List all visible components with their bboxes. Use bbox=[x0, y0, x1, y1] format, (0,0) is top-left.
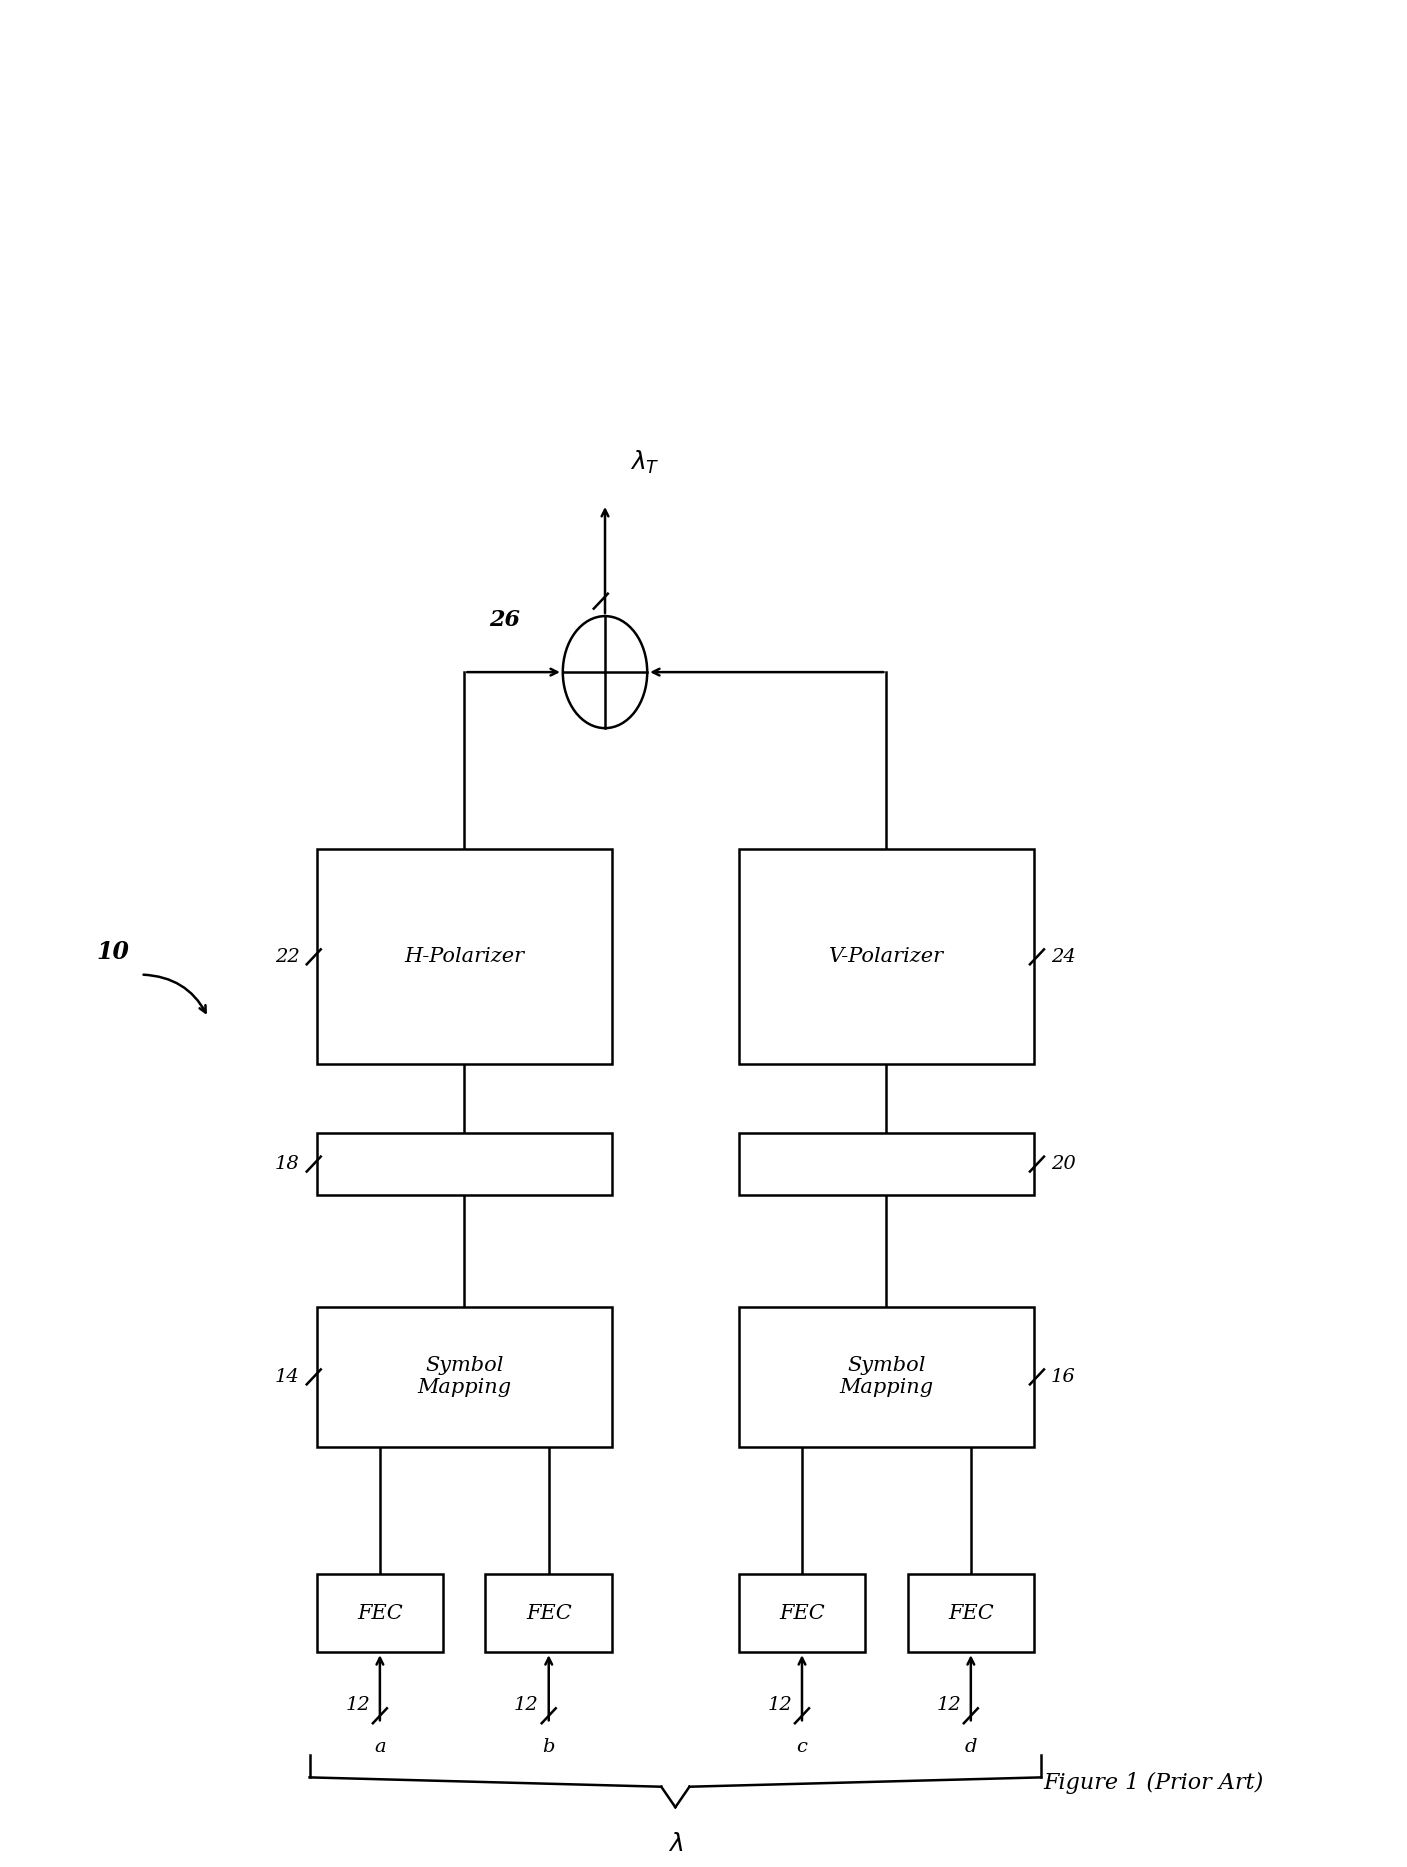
Text: Symbol
Mapping: Symbol Mapping bbox=[840, 1357, 933, 1397]
Bar bbox=[485, 1574, 612, 1652]
Text: Figure 1 (Prior Art): Figure 1 (Prior Art) bbox=[1044, 1772, 1263, 1794]
Text: $\lambda_T$: $\lambda_T$ bbox=[630, 448, 660, 476]
Bar bbox=[317, 1133, 612, 1195]
Text: 16: 16 bbox=[1051, 1369, 1076, 1385]
Text: 12: 12 bbox=[345, 1695, 370, 1714]
Bar bbox=[739, 1307, 1034, 1447]
Bar bbox=[739, 1133, 1034, 1195]
Text: 12: 12 bbox=[936, 1695, 961, 1714]
Text: 24: 24 bbox=[1051, 948, 1076, 965]
Text: 22: 22 bbox=[274, 948, 300, 965]
Bar bbox=[317, 1307, 612, 1447]
Text: FEC: FEC bbox=[948, 1604, 993, 1622]
Text: a: a bbox=[374, 1738, 386, 1757]
Text: 12: 12 bbox=[514, 1695, 539, 1714]
Text: 20: 20 bbox=[1051, 1156, 1076, 1172]
Bar bbox=[317, 849, 612, 1064]
Text: FEC: FEC bbox=[779, 1604, 825, 1622]
Bar bbox=[739, 849, 1034, 1064]
Text: 14: 14 bbox=[274, 1369, 300, 1385]
Text: d: d bbox=[965, 1738, 976, 1757]
Text: Symbol
Mapping: Symbol Mapping bbox=[418, 1357, 511, 1397]
Text: b: b bbox=[543, 1738, 554, 1757]
Text: 12: 12 bbox=[767, 1695, 792, 1714]
Text: 18: 18 bbox=[274, 1156, 300, 1172]
Text: c: c bbox=[796, 1738, 808, 1757]
Bar bbox=[739, 1574, 865, 1652]
Text: 26: 26 bbox=[490, 609, 521, 631]
Bar bbox=[317, 1574, 443, 1652]
Bar bbox=[908, 1574, 1034, 1652]
Text: H-Polarizer: H-Polarizer bbox=[404, 947, 525, 967]
Text: FEC: FEC bbox=[357, 1604, 402, 1622]
Text: $\lambda$: $\lambda$ bbox=[668, 1833, 682, 1856]
Text: FEC: FEC bbox=[526, 1604, 571, 1622]
Text: V-Polarizer: V-Polarizer bbox=[829, 947, 944, 967]
Text: 10: 10 bbox=[96, 941, 129, 963]
